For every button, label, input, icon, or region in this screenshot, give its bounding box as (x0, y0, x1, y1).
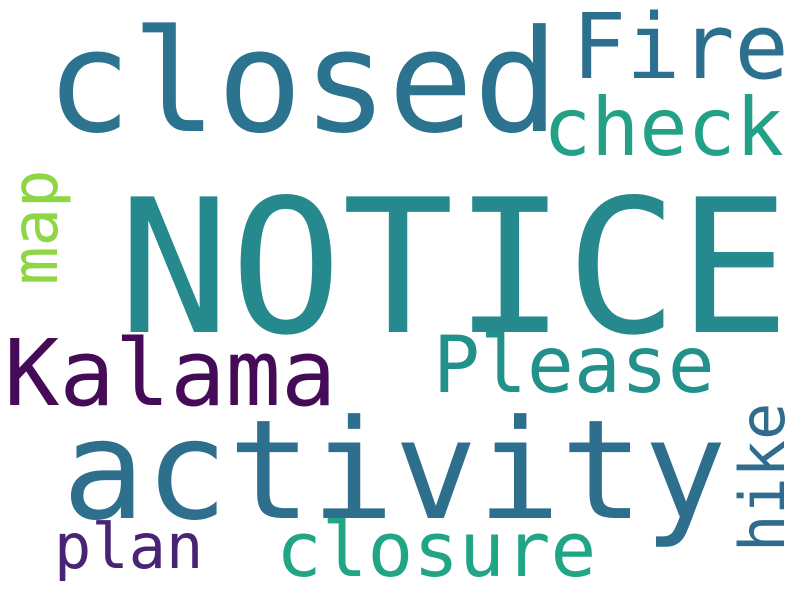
word-fire: Fire (572, 0, 789, 100)
word-activity: activity (62, 390, 727, 551)
word-notice: NOTICE (118, 159, 790, 376)
word-hike: hike (726, 402, 799, 552)
word-please: Please (433, 321, 715, 411)
word-closed: closed (46, 0, 559, 165)
word-plan: plan (54, 510, 204, 583)
word-map: map (0, 169, 73, 285)
word-check: check (543, 81, 784, 174)
word-closure: closure (276, 505, 597, 594)
word-kalama: Kalama (4, 320, 337, 427)
